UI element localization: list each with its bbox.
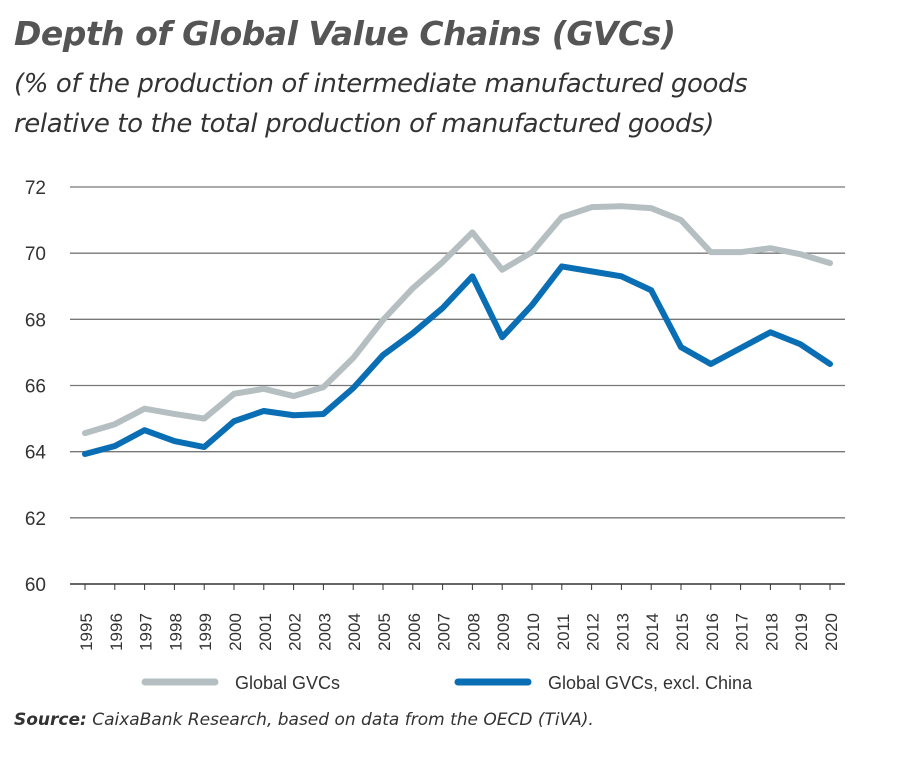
legend-label: Global GVCs, excl. China [548,673,753,693]
x-tick-label: 2015 [673,613,692,651]
y-tick-label: 60 [25,575,46,596]
x-tick-label: 2013 [613,613,632,651]
x-tick-label: 2001 [256,613,275,651]
series-line-excl-china [82,263,833,457]
y-tick-label: 72 [25,178,46,199]
x-tick-label: 1995 [77,613,96,651]
x-tick-label: 2010 [524,613,543,651]
x-tick-label: 2005 [375,613,394,651]
y-tick-label: 68 [25,310,46,331]
x-tick-label: 2012 [584,613,603,651]
x-tick-label: 2020 [822,613,841,651]
x-tick-label: 2003 [315,613,334,651]
x-tick-label: 1998 [166,613,185,651]
x-tick-label: 2000 [226,613,245,651]
x-tick-label: 2018 [762,613,781,651]
y-tick-label: 66 [25,377,46,398]
x-tick-label: 2006 [405,613,424,651]
x-tick-label: 2009 [494,613,513,651]
series-line-global [82,203,833,437]
subtitle-line-2: relative to the total production of manu… [14,109,714,139]
x-tick-label: 2017 [733,613,752,651]
chart-title: Depth of Global Value Chains (GVCs) [14,14,676,53]
y-tick-label: 64 [25,443,47,464]
x-tick-label: 2011 [554,614,573,651]
subtitle-line-1: (% of the production of intermediate man… [14,69,748,99]
source-text: CaixaBank Research, based on data from t… [86,710,594,730]
source-note: Source: CaixaBank Research, based on dat… [14,710,594,730]
x-tick-label: 2007 [435,613,454,651]
x-tick-label: 2016 [703,613,722,651]
x-tick-label: 1997 [137,613,156,651]
x-tick-label: 1996 [107,613,126,651]
x-tick-label: 2008 [464,613,483,651]
x-tick-label: 2002 [286,613,305,651]
y-tick-label: 62 [25,509,46,530]
x-tick-label: 2014 [643,613,662,651]
x-tick-label: 1999 [196,613,215,651]
x-tick-label: 2004 [345,613,364,651]
source-label: Source: [14,710,87,730]
legend-label: Global GVCs [235,673,340,693]
y-tick-label: 70 [25,244,46,265]
chart-subtitle: (% of the production of intermediate man… [14,64,748,144]
x-tick-label: 2019 [792,613,811,651]
